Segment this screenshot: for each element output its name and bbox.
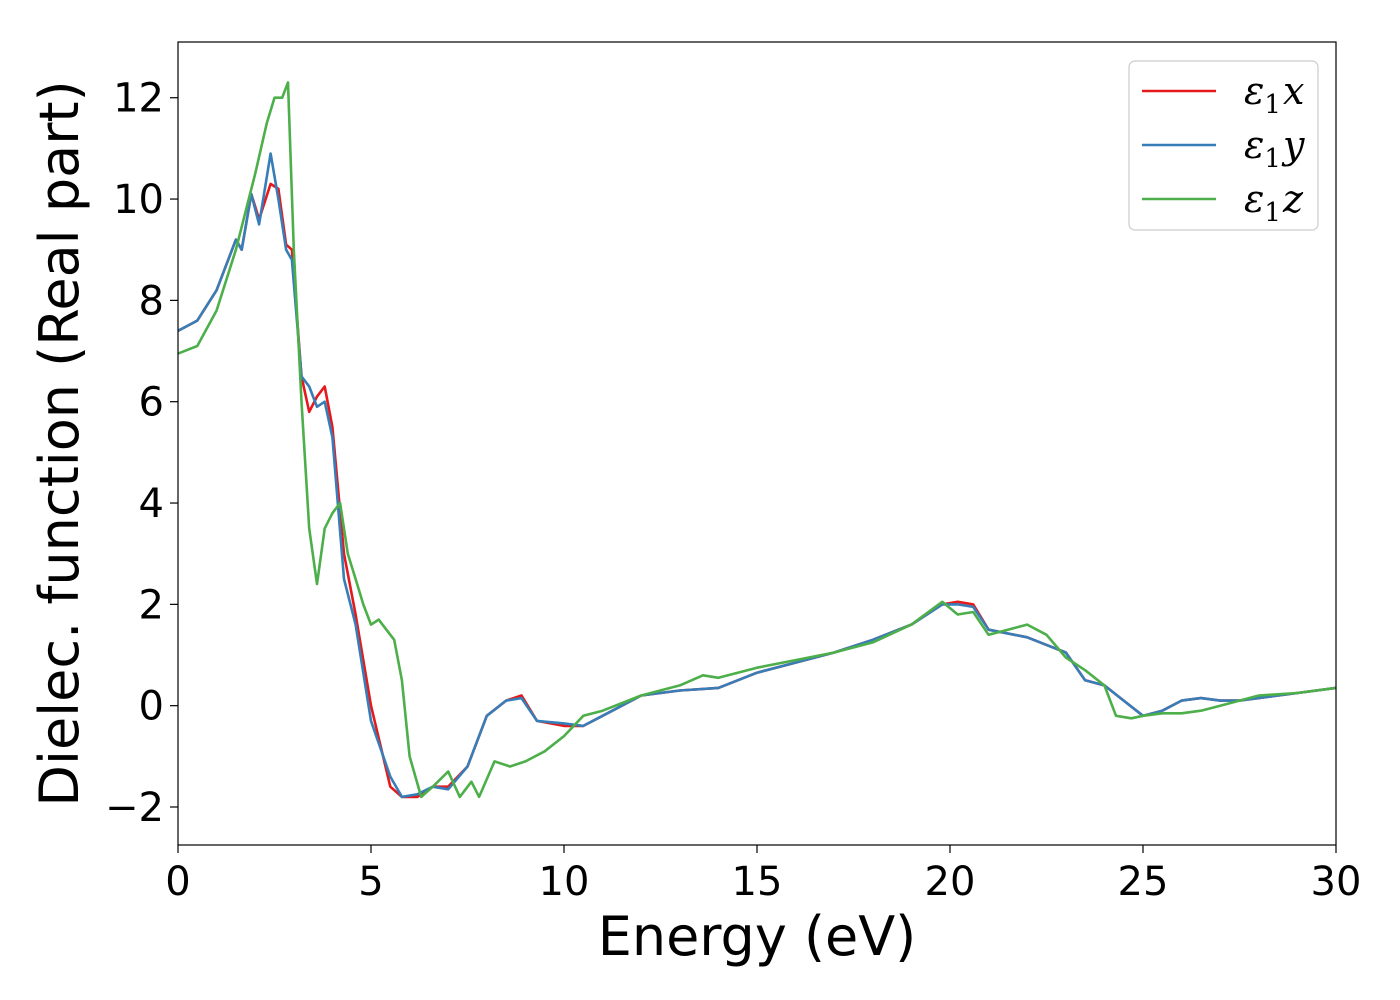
y-axis-label: Dielec. function (Real part)	[28, 80, 91, 806]
series-line-z	[178, 81, 1336, 799]
x-tick-label: 10	[539, 859, 590, 905]
y-tick-label: 2	[139, 582, 164, 628]
legend-label-z: ε1z	[1244, 177, 1304, 228]
y-tick-label: 0	[139, 684, 164, 730]
y-tick-label: −2	[105, 785, 164, 831]
x-axis-ticks: 0 5 10 15 20 25 30	[165, 845, 1361, 905]
plot-frame	[177, 41, 1337, 846]
y-axis-ticks: −2 0 2 4 6 8 10 12	[105, 76, 178, 831]
legend-subscript: 1	[1264, 90, 1281, 120]
y-tick-label: 6	[139, 380, 164, 426]
legend-epsilon: ε	[1244, 177, 1264, 221]
series-line-y	[178, 152, 1336, 799]
legend-label-x: ε1x	[1244, 69, 1304, 120]
legend-label-y: ε1y	[1244, 123, 1305, 174]
x-axis-label: Energy (eV)	[598, 905, 917, 968]
legend-subscript: 1	[1264, 198, 1281, 228]
x-tick-label: 25	[1118, 859, 1169, 905]
x-tick-label: 15	[732, 859, 783, 905]
plot-lines	[178, 81, 1336, 799]
legend-subscript: 1	[1264, 144, 1281, 174]
series-line-x	[178, 182, 1336, 799]
y-tick-label: 10	[113, 177, 164, 223]
y-tick-label: 12	[113, 76, 164, 122]
legend-epsilon: ε	[1244, 69, 1264, 113]
x-tick-label: 20	[925, 859, 976, 905]
x-tick-label: 0	[165, 859, 190, 905]
y-tick-label: 8	[139, 278, 164, 324]
x-tick-label: 30	[1311, 859, 1362, 905]
y-tick-label: 4	[139, 481, 164, 527]
x-tick-label: 5	[358, 859, 383, 905]
legend-epsilon: ε	[1244, 123, 1264, 167]
legend-box	[1128, 60, 1319, 231]
legend-variable: y	[1281, 123, 1305, 167]
legend-variable: z	[1282, 177, 1304, 221]
legend-variable: x	[1283, 69, 1304, 113]
